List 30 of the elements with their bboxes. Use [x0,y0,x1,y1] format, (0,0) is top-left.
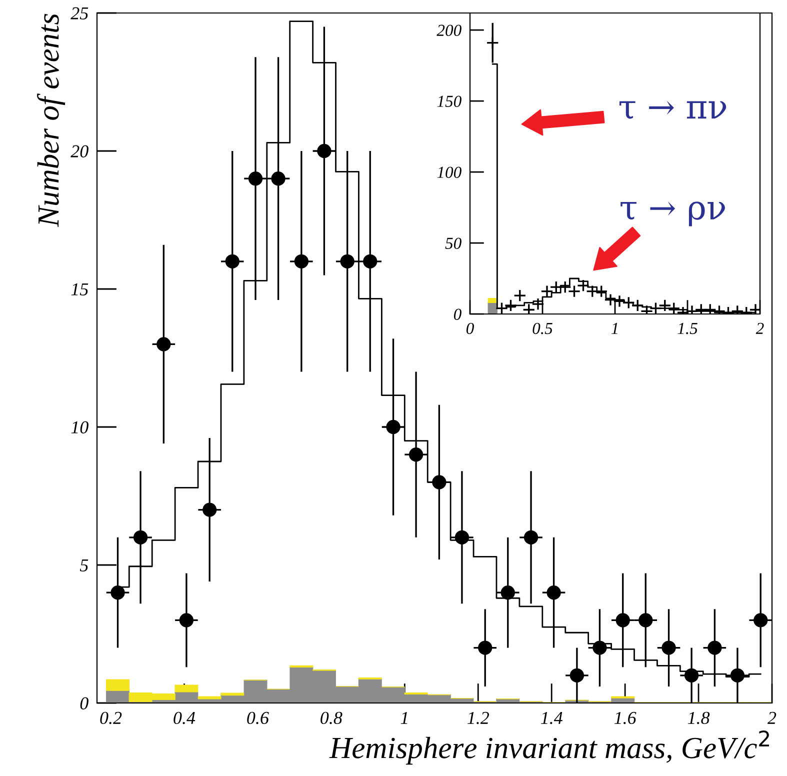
y-tick-label: 15 [71,283,88,296]
x-tick-label: 0.4 [174,712,196,724]
x-tick-label: 0.5 [532,322,552,334]
y-tick-label: 200 [436,24,462,36]
x-tick-label: 1 [611,322,618,334]
x-tick-label: 1.2 [467,712,490,724]
x-tick-label: 1.8 [688,712,710,724]
y-tick-label: 10 [71,421,88,434]
x-tick-label: 1.5 [678,322,698,334]
annotation: τ → πν [619,100,726,119]
x-tick-label: 2 [756,322,764,334]
y-tick-label: 150 [437,96,462,107]
x-tick-label: 1.6 [614,712,636,724]
y-tick-label: 20 [70,145,88,158]
x-tick-label: 0.8 [320,712,342,724]
y-tick-label: 50 [445,238,462,249]
y-tick-label: 25 [70,7,88,20]
x-tick-label: 0 [466,322,474,334]
y-tick-label: 0 [80,697,88,710]
x-tick-label: 0.2 [100,712,122,724]
y-tick-label: 100 [437,166,462,178]
x-tick-label: 1.4 [540,712,562,724]
y-tick-label: 0 [454,308,462,320]
x-tick-label: 1 [400,712,408,724]
annotation: τ → ρν [620,202,725,226]
x-tick-label: 2 [767,712,776,724]
x-axis-title: Hemisphere invariant mass, GeV/c$^{2}$ [329,730,770,765]
x-tick-label: 0.6 [247,712,269,724]
y-tick-label: 5 [80,559,88,572]
y-axis-title: Number of events [37,14,66,228]
